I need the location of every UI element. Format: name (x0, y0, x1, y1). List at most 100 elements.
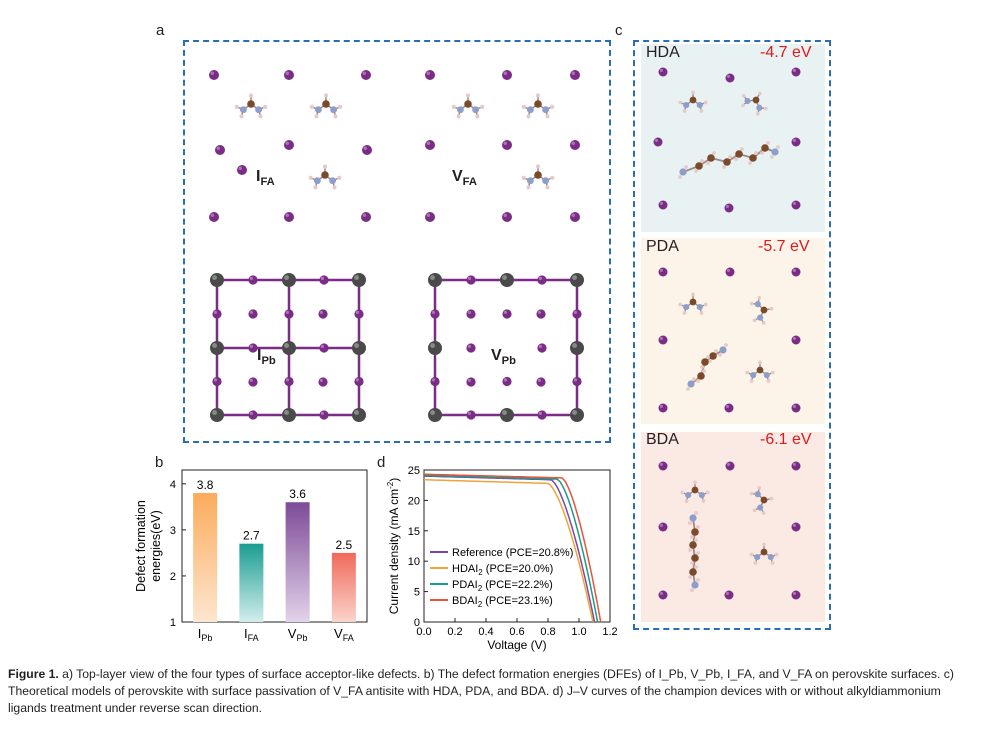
iodine-atom-shine (362, 213, 366, 217)
y-tick-label: 5 (414, 587, 420, 599)
fa-molecule (234, 93, 268, 119)
lead-atom-shine (572, 410, 577, 415)
iodine-atom (658, 461, 668, 471)
hydrogen-atom (545, 185, 550, 190)
iodine-atom-shine (503, 71, 507, 75)
x-tick-label: 0.2 (447, 626, 462, 638)
legend-entry: PDAI2 (PCE=22.2%) (452, 579, 553, 593)
jv-curve-series-1 (423, 478, 594, 623)
nitrogen-atom (542, 106, 550, 114)
bar-chart-frame (181, 469, 368, 623)
iodine-atom (248, 377, 258, 387)
hydrogen-atom (545, 114, 550, 119)
carbon-atom (695, 162, 703, 170)
iodine-atom-shine (503, 213, 507, 217)
iodine-atom-shine (249, 411, 253, 416)
nitrogen-atom (314, 106, 322, 114)
y-tick-label: 25 (408, 465, 420, 477)
iodine-atom-shine (467, 344, 472, 349)
lead-atom (428, 408, 442, 422)
x-tick-label: 1.0 (571, 626, 586, 638)
iodine-atom (354, 376, 364, 387)
hydrogen-atom (696, 551, 700, 555)
iodine-atom (425, 70, 435, 80)
hydrogen-atom (699, 311, 704, 315)
legend-name: BDAI (452, 595, 478, 607)
iodine-atom-shine (573, 310, 577, 315)
hydrogen-atom (748, 161, 752, 165)
iodine-atom-shine (792, 462, 796, 466)
model-energy-pda: -5.7 eV (758, 238, 810, 255)
hydrogen-atom (753, 561, 758, 565)
hydrogen-atom (712, 151, 716, 155)
nitrogen-atom (679, 168, 687, 176)
lead-atom (352, 273, 366, 287)
carbon-atom (723, 158, 731, 166)
iodine-atom (466, 410, 476, 420)
hydrogen-atom (774, 552, 779, 557)
legend-sub: 2 (478, 568, 483, 577)
fa-molecule (521, 93, 555, 119)
hydrogen-atom (688, 548, 692, 552)
nitrogen-atom (696, 102, 703, 109)
hydrogen-atom (258, 114, 263, 119)
hydrogen-atom (333, 114, 338, 119)
iodine-atom-shine (503, 310, 508, 315)
iodine-atom-shine (537, 378, 541, 383)
hydrogen-atom (724, 343, 728, 347)
nitrogen-atom (767, 554, 774, 561)
hydrogen-atom (678, 302, 683, 307)
nitrogen-atom (691, 581, 699, 589)
iodine-atom-shine (285, 213, 289, 217)
iodine-atom (724, 590, 734, 600)
legend-tail: (PCE=22.2%) (482, 579, 553, 591)
iodine-atom (502, 70, 512, 80)
lead-atom (428, 341, 442, 355)
iodine-atom (653, 137, 663, 147)
nitrogen-atom (329, 177, 337, 185)
iodine-atom (466, 275, 476, 285)
model-name-bda: BDA (646, 431, 679, 448)
carbon-atom (756, 366, 764, 374)
iodine-atom (724, 203, 734, 213)
iodine-atom (791, 67, 801, 77)
nitrogen-atom (683, 304, 690, 311)
bar-VPb (285, 502, 310, 622)
hydrogen-atom (757, 91, 762, 96)
iodine-atom (536, 309, 546, 319)
fa-molecule (741, 91, 768, 116)
hydrogen-atom (535, 93, 541, 98)
hydrogen-atom (770, 155, 774, 159)
lead-atom (428, 273, 442, 287)
iodine-atom-shine (213, 310, 217, 315)
bar-data-label: 3.6 (289, 487, 306, 501)
iodine-atom (537, 343, 547, 353)
fa-molecule (451, 93, 485, 119)
iodine-atom (537, 410, 547, 420)
iodine-atom-shine (320, 411, 324, 416)
y-axis-label-sup: -2 (386, 481, 395, 489)
hydrogen-atom (682, 109, 687, 113)
iodine-atom (658, 522, 668, 532)
nitrogen-atom (698, 492, 705, 499)
hydrogen-atom (706, 161, 710, 165)
legend-entry: HDAI2 (PCE=20.0%) (452, 563, 553, 577)
iodine-atom (361, 212, 371, 222)
iodine-atom (215, 145, 225, 155)
iodine-atom-shine (659, 523, 663, 527)
iodine-atom-shine (249, 344, 253, 349)
y-tick-label: 1 (170, 617, 176, 629)
category-sub: FA (248, 633, 259, 643)
nitrogen-atom (754, 301, 761, 308)
iodine-atom-shine (320, 276, 324, 280)
hydrogen-atom (761, 511, 766, 515)
carbon-atom (322, 100, 330, 108)
iodine-atom-shine (467, 378, 472, 383)
hydrogen-atom (338, 104, 343, 109)
iodine-atom-shine (654, 138, 658, 142)
carbon-atom (760, 496, 768, 504)
hydrogen-atom (776, 145, 780, 149)
nitrogen-atom (542, 177, 550, 185)
hydrogen-atom (762, 542, 766, 547)
hydrogen-atom (451, 104, 456, 109)
